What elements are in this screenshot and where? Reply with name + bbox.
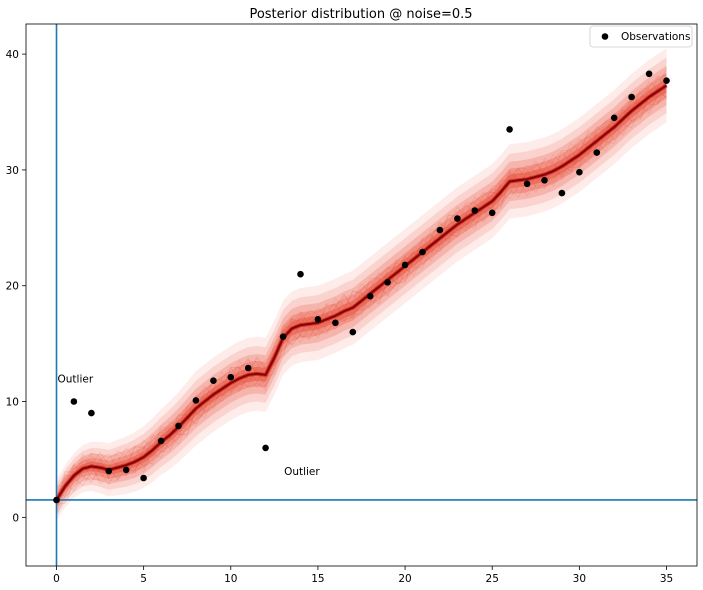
observation-points: [53, 70, 670, 504]
posterior-sample-line: [56, 88, 667, 502]
observation-point: [384, 279, 391, 286]
observation-point: [366, 292, 374, 300]
annotation-outlier: Outlier: [58, 373, 94, 385]
posterior-sample-line: [56, 84, 667, 489]
observation-point: [122, 466, 130, 474]
y-tick-label: 40: [6, 49, 19, 61]
x-tick-label: 10: [224, 573, 237, 585]
observation-point: [349, 328, 357, 336]
observation-point: [105, 467, 113, 475]
y-tick-label: 20: [6, 281, 19, 293]
annotations: Outlier Outlier: [58, 373, 321, 478]
chart-title: Posterior distribution @ noise=0.5: [249, 7, 472, 22]
posterior-sample-line: [56, 90, 667, 501]
posterior-mean-line: [54, 83, 668, 502]
observation-point: [576, 168, 583, 176]
reference-lines: [26, 24, 697, 566]
observation-point: [262, 444, 269, 452]
observation-point: [593, 149, 601, 156]
x-axis: 0 5 10 15 20 25 30 35: [53, 566, 673, 585]
x-tick-label: 35: [660, 573, 673, 585]
observation-point: [471, 207, 479, 214]
observation-point: [419, 248, 426, 256]
posterior-sample-line: [56, 87, 667, 505]
observation-point: [506, 126, 513, 133]
legend-label: Observations: [621, 31, 690, 43]
observation-point: [227, 373, 235, 381]
observation-point: [454, 215, 461, 222]
x-tick-label: 20: [398, 573, 411, 585]
observation-point: [210, 377, 217, 385]
observation-point: [401, 261, 409, 269]
observation-point: [488, 209, 496, 217]
observation-point: [279, 333, 287, 341]
posterior-sample-line: [56, 67, 667, 497]
x-tick-label: 25: [486, 573, 499, 585]
posterior-sample-line: [56, 75, 667, 516]
observation-point: [523, 180, 531, 188]
observation-point: [140, 474, 147, 482]
observation-point: [314, 316, 322, 323]
legend: Observations: [589, 25, 693, 48]
posterior-band-layer-1: [56, 57, 667, 516]
observation-point: [628, 93, 635, 101]
observation-point: [192, 397, 200, 404]
y-tick-label: 30: [6, 165, 19, 177]
observation-point: [244, 364, 252, 372]
observation-point: [663, 77, 670, 84]
observation-point: [436, 226, 444, 234]
observation-point: [610, 114, 618, 122]
observation-point: [297, 270, 304, 278]
posterior-band-layer-0: [56, 48, 667, 521]
plot-frame: [25, 23, 698, 567]
observation-point: [645, 70, 653, 78]
legend-marker: [601, 33, 609, 40]
observation-point: [53, 496, 60, 504]
observation-point: [70, 398, 78, 405]
observation-point: [175, 422, 182, 430]
x-tick-label: 5: [140, 573, 147, 585]
legend-box: [589, 25, 693, 48]
x-tick-label: 0: [53, 573, 60, 585]
y-tick-label: 10: [6, 397, 19, 409]
posterior-mean-core: [55, 84, 668, 501]
observation-point: [558, 189, 566, 197]
observation-point: [332, 319, 339, 327]
y-tick-label: 0: [12, 512, 19, 524]
observation-point: [157, 437, 165, 445]
observation-point: [541, 177, 548, 184]
x-tick-label: 15: [311, 573, 324, 585]
annotation-outlier: Outlier: [284, 466, 320, 478]
x-tick-label: 30: [573, 573, 586, 585]
observation-point: [88, 409, 95, 417]
y-axis: 0 10 20 30 40: [6, 49, 26, 524]
